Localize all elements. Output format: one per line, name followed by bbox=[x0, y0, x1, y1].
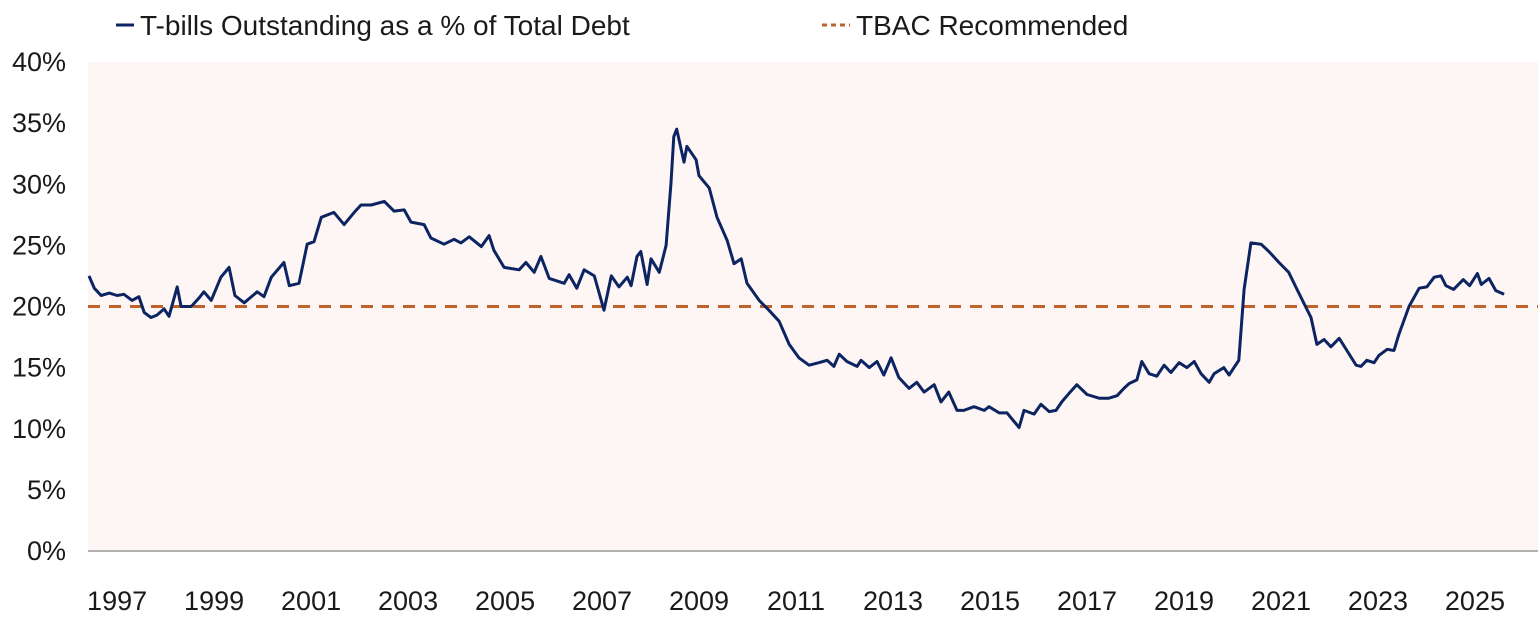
y-tick-label: 35% bbox=[12, 108, 66, 138]
x-tick-label: 2023 bbox=[1348, 586, 1408, 616]
tbills-share-line bbox=[87, 127, 1505, 429]
x-tick-label: 2021 bbox=[1251, 586, 1311, 616]
y-tick-label: 10% bbox=[12, 414, 66, 444]
y-tick-label: 40% bbox=[12, 47, 66, 77]
y-tick-label: 5% bbox=[27, 475, 66, 505]
y-tick-label: 30% bbox=[12, 169, 66, 199]
y-tick-label: 0% bbox=[27, 536, 66, 566]
x-tick-label: 2005 bbox=[475, 586, 535, 616]
x-tick-label: 2019 bbox=[1154, 586, 1214, 616]
x-tick-label: 2003 bbox=[378, 586, 438, 616]
legend-label-tbac: TBAC Recommended bbox=[856, 10, 1128, 41]
x-tick-label: 2011 bbox=[767, 586, 825, 616]
x-tick-label: 1999 bbox=[184, 586, 244, 616]
legend-label-tbills: T-bills Outstanding as a % of Total Debt bbox=[140, 10, 630, 41]
x-tick-label: 2009 bbox=[669, 586, 729, 616]
y-tick-label: 25% bbox=[12, 230, 66, 260]
x-tick-label: 2001 bbox=[281, 586, 341, 616]
legend: T-bills Outstanding as a % of Total Debt… bbox=[116, 10, 1128, 41]
x-tick-label: 2013 bbox=[863, 586, 923, 616]
x-tick-label: 2017 bbox=[1057, 586, 1117, 616]
y-tick-label: 20% bbox=[12, 292, 66, 322]
x-tick-label: 2007 bbox=[572, 586, 632, 616]
x-tick-label: 2025 bbox=[1445, 586, 1505, 616]
y-tick-label: 15% bbox=[12, 353, 66, 383]
x-tick-label: 1997 bbox=[87, 586, 147, 616]
x-tick-label: 2015 bbox=[960, 586, 1020, 616]
